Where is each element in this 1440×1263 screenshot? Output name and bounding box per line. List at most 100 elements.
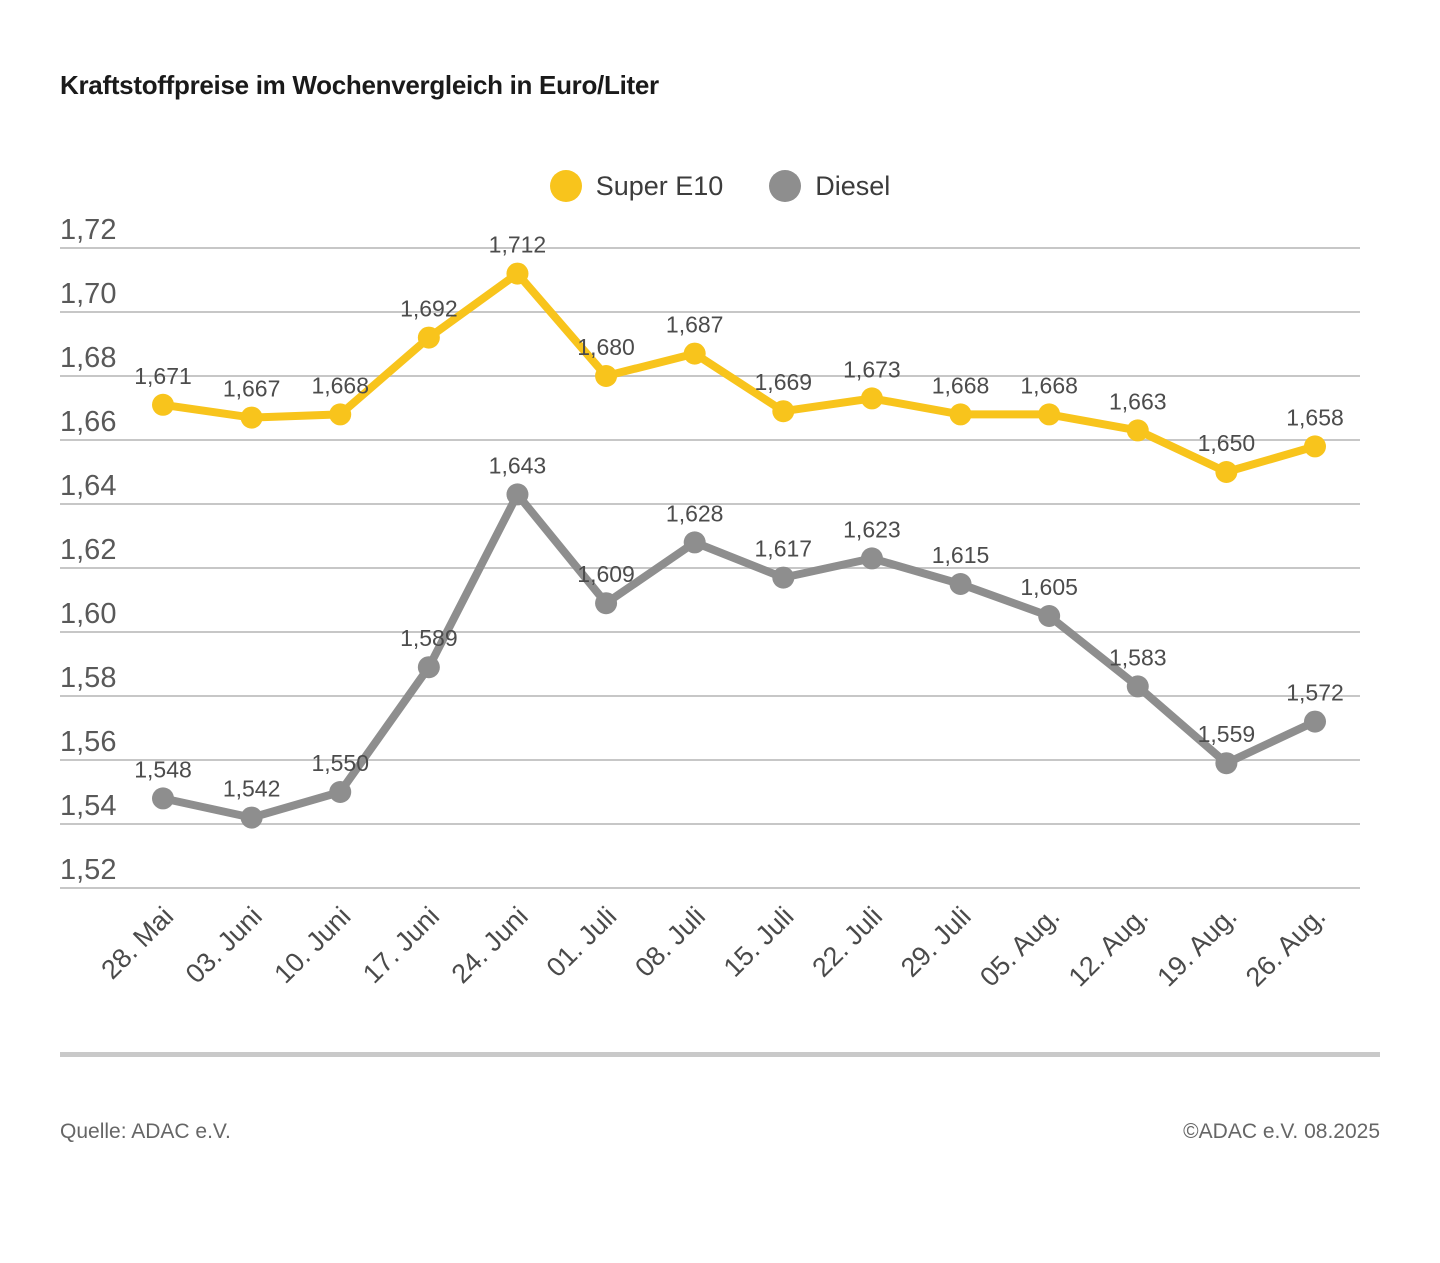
x-tick-label-group: 17. Juni bbox=[357, 901, 445, 989]
footer-divider bbox=[60, 1052, 1380, 1057]
x-tick-label: 01. Juli bbox=[541, 901, 623, 983]
data-label: 1,609 bbox=[577, 561, 635, 587]
data-point bbox=[683, 531, 706, 554]
series-line-super-e10 bbox=[159, 269, 1319, 476]
data-point bbox=[1215, 461, 1238, 483]
data-point bbox=[772, 400, 795, 423]
data-label: 1,668 bbox=[932, 372, 990, 398]
x-tick-label-group: 24. Juni bbox=[446, 901, 534, 989]
data-point bbox=[417, 326, 440, 349]
data-point bbox=[240, 406, 263, 429]
data-label: 1,559 bbox=[1198, 721, 1256, 747]
x-tick-label: 17. Juni bbox=[357, 901, 445, 989]
x-tick-label: 28. Mai bbox=[95, 901, 179, 985]
x-tick-label-group: 12. Aug. bbox=[1063, 901, 1154, 992]
x-tick-label: 29. Juli bbox=[895, 901, 977, 983]
data-label: 1,663 bbox=[1109, 388, 1167, 414]
x-tick-label-group: 10. Juni bbox=[268, 901, 356, 989]
x-tick-label: 12. Aug. bbox=[1063, 901, 1154, 992]
data-point bbox=[595, 365, 618, 387]
diesel-dot-icon bbox=[769, 170, 802, 202]
x-tick-label: 08. Juli bbox=[629, 901, 711, 983]
x-tick-label-group: 15. Juli bbox=[718, 901, 800, 983]
legend-label-diesel: Diesel bbox=[815, 170, 891, 201]
data-point bbox=[1215, 752, 1238, 775]
x-tick-label-group: 03. Juni bbox=[180, 901, 268, 989]
data-point bbox=[506, 483, 529, 506]
y-tick-label: 1,66 bbox=[60, 406, 116, 438]
data-label: 1,687 bbox=[666, 312, 724, 338]
y-tick-label: 1,60 bbox=[60, 598, 116, 630]
x-tick-label-group: 26. Aug. bbox=[1240, 901, 1331, 992]
data-point bbox=[949, 573, 972, 595]
data-point bbox=[152, 787, 174, 810]
y-tick-label: 1,56 bbox=[60, 726, 116, 758]
data-point bbox=[1038, 403, 1061, 426]
legend-item-diesel: Diesel bbox=[769, 170, 890, 202]
data-point bbox=[683, 342, 706, 365]
copyright-text: ©ADAC e.V. 08.2025 bbox=[1183, 1120, 1380, 1143]
data-label: 1,668 bbox=[1020, 372, 1078, 398]
x-tick-label: 22. Juli bbox=[806, 901, 888, 983]
data-point bbox=[860, 547, 883, 570]
data-label: 1,548 bbox=[134, 756, 192, 782]
y-tick-label: 1,68 bbox=[60, 342, 116, 374]
series-line-diesel bbox=[159, 490, 1319, 822]
data-point bbox=[595, 592, 618, 615]
data-point bbox=[949, 403, 972, 426]
data-label: 1,669 bbox=[755, 369, 813, 395]
x-tick-label-group: 01. Juli bbox=[541, 901, 623, 983]
x-tick-label: 03. Juni bbox=[180, 901, 268, 989]
data-label: 1,643 bbox=[489, 452, 547, 478]
data-label: 1,667 bbox=[223, 376, 281, 402]
data-label: 1,673 bbox=[843, 356, 901, 382]
data-label: 1,668 bbox=[311, 372, 369, 398]
data-point bbox=[240, 806, 263, 829]
y-tick-label: 1,54 bbox=[60, 790, 116, 822]
x-tick-label: 26. Aug. bbox=[1240, 901, 1331, 992]
data-label: 1,615 bbox=[932, 542, 990, 568]
data-label: 1,572 bbox=[1286, 680, 1344, 706]
x-tick-label: 10. Juni bbox=[268, 901, 356, 989]
data-label: 1,550 bbox=[311, 750, 369, 776]
x-tick-label-group: 29. Juli bbox=[895, 901, 977, 983]
data-point bbox=[1304, 710, 1326, 733]
data-point bbox=[772, 566, 795, 589]
chart-legend: Super E10 Diesel bbox=[0, 170, 1440, 202]
legend-item-super-e10: Super E10 bbox=[549, 170, 724, 202]
data-point bbox=[152, 393, 174, 416]
data-label: 1,680 bbox=[577, 334, 635, 360]
data-label: 1,692 bbox=[400, 296, 458, 322]
data-label: 1,605 bbox=[1020, 574, 1078, 600]
data-label: 1,712 bbox=[489, 232, 547, 258]
data-point bbox=[329, 403, 352, 426]
super-e10-dot-icon bbox=[549, 170, 582, 202]
y-tick-label: 1,58 bbox=[60, 662, 116, 694]
data-point bbox=[1038, 605, 1061, 627]
data-point bbox=[417, 656, 440, 679]
x-tick-label: 19. Aug. bbox=[1151, 901, 1242, 992]
chart-title: Kraftstoffpreise im Wochenvergleich in E… bbox=[60, 70, 659, 100]
x-tick-label-group: 05. Aug. bbox=[974, 901, 1065, 992]
data-point bbox=[1126, 419, 1149, 442]
data-point bbox=[860, 387, 883, 410]
y-tick-label: 1,52 bbox=[60, 854, 116, 886]
x-tick-label-group: 19. Aug. bbox=[1151, 901, 1242, 992]
x-tick-label: 05. Aug. bbox=[974, 901, 1065, 992]
data-label: 1,650 bbox=[1198, 430, 1256, 456]
data-point bbox=[506, 262, 529, 285]
data-point bbox=[1304, 435, 1326, 458]
x-tick-label: 15. Juli bbox=[718, 901, 800, 983]
data-point bbox=[1126, 675, 1149, 698]
legend-label-super-e10: Super E10 bbox=[595, 170, 724, 201]
data-label: 1,617 bbox=[755, 536, 813, 562]
y-tick-label: 1,62 bbox=[60, 534, 116, 566]
y-tick-label: 1,72 bbox=[60, 214, 116, 246]
x-tick-label-group: 22. Juli bbox=[806, 901, 888, 983]
data-label: 1,658 bbox=[1286, 404, 1344, 430]
data-label: 1,623 bbox=[843, 516, 901, 542]
y-tick-label: 1,70 bbox=[60, 278, 116, 310]
data-label: 1,671 bbox=[134, 363, 192, 389]
data-label: 1,628 bbox=[666, 500, 724, 526]
